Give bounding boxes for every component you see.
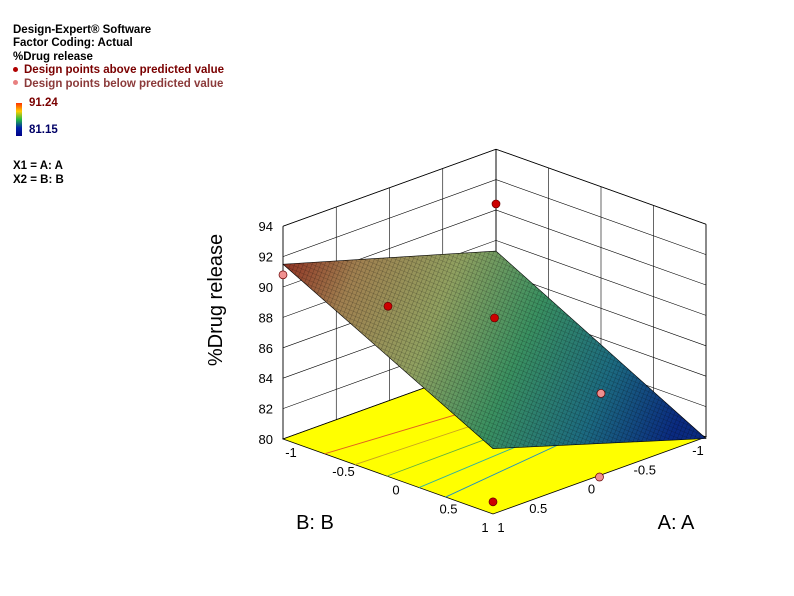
a-tick-label: 0.5 bbox=[439, 501, 457, 516]
a-tick-label: 0 bbox=[392, 483, 399, 498]
factor-x2: X2 = B: B bbox=[13, 174, 64, 186]
colorbar bbox=[16, 103, 22, 136]
z-tick-label: 80 bbox=[259, 432, 273, 447]
factor-x1: X1 = A: A bbox=[13, 160, 63, 172]
a-tick-label: 1 bbox=[497, 520, 504, 535]
legend-below-label: Design points below predicted value bbox=[24, 77, 224, 90]
b-axis-label: B: B bbox=[296, 512, 334, 534]
z-tick-label: 82 bbox=[259, 402, 273, 417]
legend-above-label: Design points above predicted value bbox=[24, 64, 225, 77]
above-dot-icon bbox=[13, 66, 18, 72]
z-tick-label: 84 bbox=[259, 371, 273, 386]
wall-gridline bbox=[282, 148, 707, 227]
legend: Design-Expert® Software Factor Coding: A… bbox=[13, 24, 224, 91]
b-tick-label: 0.5 bbox=[529, 501, 547, 516]
b-tick-label: -0.5 bbox=[634, 462, 656, 477]
colorbar-min-label: 81.15 bbox=[29, 124, 58, 136]
axis-labels: %Drug release A: A B: B bbox=[205, 234, 695, 534]
z-tick-label: 88 bbox=[259, 310, 273, 325]
b-tick-label: 0 bbox=[588, 482, 595, 497]
b-tick-label: -1 bbox=[692, 443, 704, 458]
factor-coding: Factor Coding: Actual bbox=[13, 37, 133, 50]
a-tick-label: -0.5 bbox=[332, 464, 354, 479]
design-point bbox=[278, 270, 288, 280]
a-tick-label: -1 bbox=[285, 445, 297, 460]
wall-gridline bbox=[282, 179, 707, 257]
below-dot-icon bbox=[13, 80, 18, 86]
legend-below: Design points below predicted value bbox=[13, 78, 224, 91]
z-tick-label: 90 bbox=[259, 280, 273, 295]
design-point bbox=[488, 497, 498, 507]
colorbar-max-label: 91.24 bbox=[29, 97, 58, 109]
z-tick-label: 86 bbox=[259, 341, 273, 356]
software-title: Design-Expert® Software bbox=[13, 24, 152, 36]
surface-mesh bbox=[283, 251, 706, 449]
design-point bbox=[490, 313, 499, 323]
design-point bbox=[383, 301, 393, 311]
design-points bbox=[278, 199, 606, 507]
design-point bbox=[595, 472, 604, 482]
design-point bbox=[596, 389, 606, 398]
z-tick-label: 94 bbox=[259, 219, 273, 234]
tick-labels: 80 82 84 86 88 90 92 94 -1 -0.5 0 0.5 1 -1 -0.5 0 0.5 1 bbox=[259, 219, 704, 535]
z-tick-label: 92 bbox=[259, 250, 273, 265]
response-surface bbox=[282, 250, 707, 449]
legend-above: Design points above predicted value bbox=[13, 64, 224, 77]
b-tick-label: 1 bbox=[481, 520, 488, 535]
design-point bbox=[491, 199, 501, 209]
a-axis-label: A: A bbox=[658, 512, 695, 534]
z-axis-label: %Drug release bbox=[205, 234, 227, 366]
response-name: %Drug release bbox=[13, 50, 93, 63]
